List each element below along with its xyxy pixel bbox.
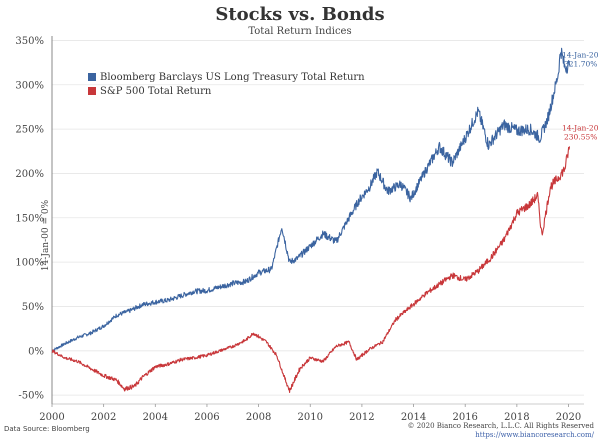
x-tick-label: 2006 xyxy=(194,412,219,423)
end-date-label: 14-Jan-20 xyxy=(562,123,599,132)
y-tick-label: 200% xyxy=(15,169,44,180)
y-axis-ticks: -50% 0% 50% 100% 150% 200% 250% 300% 350% xyxy=(15,36,44,402)
x-tick-label: 2012 xyxy=(349,412,374,423)
y-tick-label: 250% xyxy=(15,125,44,136)
legend-label: Bloomberg Barclays US Long Treasury Tota… xyxy=(100,72,365,83)
legend-swatch xyxy=(88,73,96,81)
y-tick-label: 350% xyxy=(15,36,44,47)
y-tick-label: 300% xyxy=(15,80,44,91)
copyright-text: © 2020 Bianco Research, L.L.C. All Right… xyxy=(407,422,595,430)
legend-swatch xyxy=(88,87,96,95)
series-line-1 xyxy=(51,146,571,393)
legend-label: S&P 500 Total Return xyxy=(100,86,212,97)
x-tick-label: 2002 xyxy=(91,412,116,423)
x-tick-label: 2016 xyxy=(452,412,477,423)
series-lines xyxy=(51,47,571,393)
copyright: © 2020 Bianco Research, L.L.C. All Right… xyxy=(408,422,595,440)
x-axis-ticks: 2000 2002 2004 2006 2008 2010 2012 2014 2016 2018… xyxy=(39,404,581,423)
x-tick-label: 2018 xyxy=(504,412,529,423)
chart-title: Stocks vs. Bonds xyxy=(215,4,385,25)
end-date-label: 14-Jan-20 xyxy=(562,51,599,60)
vertical-marker: 14-Jan-00 = 0% xyxy=(41,36,53,404)
series-line-0 xyxy=(51,47,571,352)
legend: Bloomberg Barclays US Long Treasury Tota… xyxy=(88,72,365,97)
y-tick-label: 150% xyxy=(15,213,44,224)
end-value-label: 321.70% xyxy=(564,60,597,69)
x-tick-label: 2000 xyxy=(39,412,64,423)
x-tick-label: 2020 xyxy=(556,412,581,423)
end-value-label: 230.55% xyxy=(564,132,597,141)
marker-label: 14-Jan-00 = 0% xyxy=(41,199,51,271)
chart-subtitle: Total Return Indices xyxy=(248,26,352,37)
x-tick-label: 2004 xyxy=(143,412,168,423)
y-tick-label: -50% xyxy=(18,391,44,402)
data-source: Data Source: Bloomberg xyxy=(4,425,90,433)
x-tick-label: 2008 xyxy=(246,412,271,423)
x-tick-label: 2014 xyxy=(401,412,426,423)
y-tick-label: 100% xyxy=(15,258,44,269)
y-tick-label: 0% xyxy=(28,346,44,357)
x-tick-label: 2010 xyxy=(298,412,323,423)
website-link[interactable]: https://www.biancoresearch.com/ xyxy=(475,431,594,439)
y-tick-label: 50% xyxy=(22,302,44,313)
